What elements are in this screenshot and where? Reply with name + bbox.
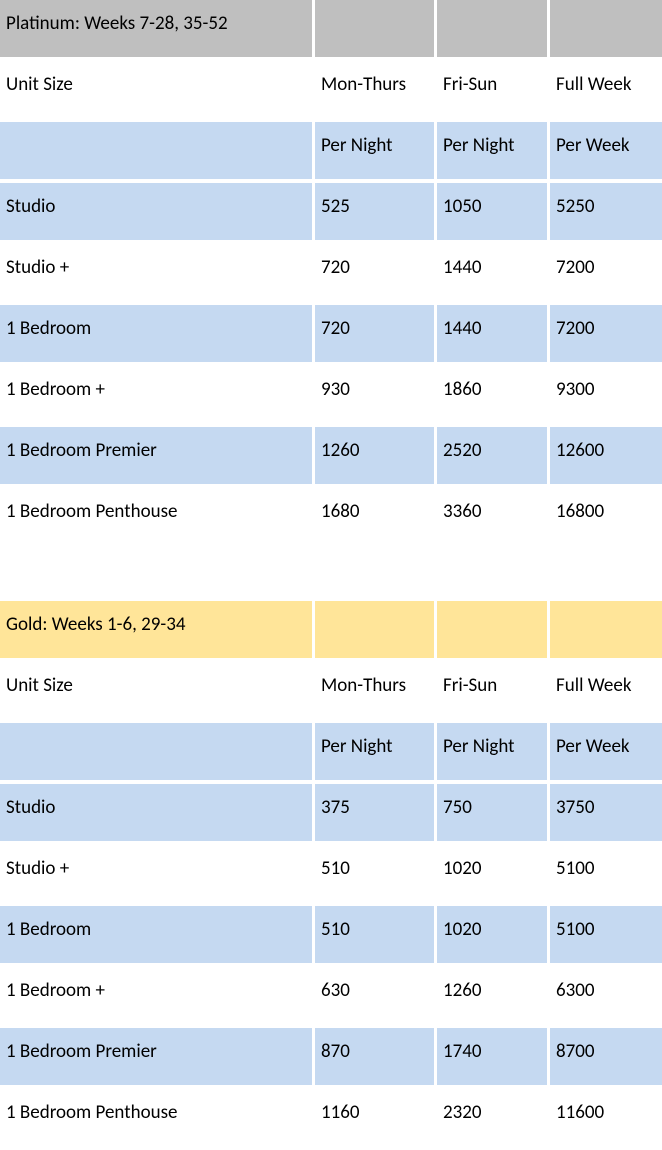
unit-cell: 1 Bedroom [0, 305, 315, 366]
gold-title: Gold: Weeks 1-6, 29-34 [0, 601, 315, 662]
mt-cell: 930 [315, 366, 437, 427]
table-row: 1 Bedroom + 630 1260 6300 [0, 967, 662, 1028]
mt-cell: 1160 [315, 1089, 437, 1150]
table-row: 1 Bedroom + 930 1860 9300 [0, 366, 662, 427]
table-row: 1 Bedroom 720 1440 7200 [0, 305, 662, 366]
unit-cell: Studio + [0, 244, 315, 305]
mt-cell: 630 [315, 967, 437, 1028]
fw-cell: 6300 [550, 967, 662, 1028]
table-row: 1 Bedroom Penthouse 1160 2320 11600 [0, 1089, 662, 1150]
table-row: 1 Bedroom Premier 1260 2520 12600 [0, 427, 662, 488]
empty-cell [0, 549, 315, 601]
empty-cell [0, 122, 315, 183]
fw-cell: 11600 [550, 1089, 662, 1150]
fs-cell: 2320 [437, 1089, 550, 1150]
sub-per-week: Per Week [550, 122, 662, 183]
table-row: Studio + 720 1440 7200 [0, 244, 662, 305]
unit-cell: 1 Bedroom + [0, 967, 315, 1028]
unit-cell: 1 Bedroom + [0, 366, 315, 427]
fw-cell: 5250 [550, 183, 662, 244]
empty-cell [550, 549, 662, 601]
fs-cell: 3360 [437, 488, 550, 549]
mt-cell: 525 [315, 183, 437, 244]
fw-cell: 3750 [550, 784, 662, 845]
fw-cell: 7200 [550, 244, 662, 305]
mt-cell: 375 [315, 784, 437, 845]
fw-cell: 16800 [550, 488, 662, 549]
fw-cell: 8700 [550, 1028, 662, 1089]
empty-cell [550, 601, 662, 662]
column-header-row: Unit Size Mon-Thurs Fri-Sun Full Week [0, 662, 662, 723]
empty-cell [437, 0, 550, 61]
unit-cell: 1 Bedroom Premier [0, 1028, 315, 1089]
unit-cell: 1 Bedroom [0, 906, 315, 967]
col-mon-thurs: Mon-Thurs [315, 61, 437, 122]
empty-cell [0, 723, 315, 784]
fs-cell: 1050 [437, 183, 550, 244]
mt-cell: 510 [315, 906, 437, 967]
fw-cell: 12600 [550, 427, 662, 488]
fw-cell: 5100 [550, 906, 662, 967]
table-row: 1 Bedroom Penthouse 1680 3360 16800 [0, 488, 662, 549]
col-unit-size: Unit Size [0, 61, 315, 122]
sub-header-row: Per Night Per Night Per Week [0, 122, 662, 183]
table-row: Studio 525 1050 5250 [0, 183, 662, 244]
unit-cell: 1 Bedroom Penthouse [0, 488, 315, 549]
sub-per-night: Per Night [315, 122, 437, 183]
platinum-header-row: Platinum: Weeks 7-28, 35-52 [0, 0, 662, 61]
fs-cell: 1440 [437, 305, 550, 366]
col-full-week: Full Week [550, 61, 662, 122]
empty-cell [437, 601, 550, 662]
fs-cell: 1020 [437, 845, 550, 906]
table-row: Studio 375 750 3750 [0, 784, 662, 845]
sub-header-row: Per Night Per Night Per Week [0, 723, 662, 784]
platinum-title: Platinum: Weeks 7-28, 35-52 [0, 0, 315, 61]
gold-header-row: Gold: Weeks 1-6, 29-34 [0, 601, 662, 662]
mt-cell: 1680 [315, 488, 437, 549]
empty-cell [315, 549, 437, 601]
fs-cell: 1260 [437, 967, 550, 1028]
col-mon-thurs: Mon-Thurs [315, 662, 437, 723]
mt-cell: 720 [315, 244, 437, 305]
fw-cell: 7200 [550, 305, 662, 366]
spacer-row [0, 549, 662, 601]
fs-cell: 750 [437, 784, 550, 845]
col-full-week: Full Week [550, 662, 662, 723]
mt-cell: 720 [315, 305, 437, 366]
sub-per-week: Per Week [550, 723, 662, 784]
empty-cell [550, 0, 662, 61]
table-row: 1 Bedroom Premier 870 1740 8700 [0, 1028, 662, 1089]
fw-cell: 5100 [550, 845, 662, 906]
table-row: 1 Bedroom 510 1020 5100 [0, 906, 662, 967]
mt-cell: 1260 [315, 427, 437, 488]
sub-per-night: Per Night [315, 723, 437, 784]
fs-cell: 1440 [437, 244, 550, 305]
column-header-row: Unit Size Mon-Thurs Fri-Sun Full Week [0, 61, 662, 122]
col-fri-sun: Fri-Sun [437, 61, 550, 122]
unit-cell: 1 Bedroom Premier [0, 427, 315, 488]
empty-cell [437, 549, 550, 601]
mt-cell: 510 [315, 845, 437, 906]
sub-per-night: Per Night [437, 122, 550, 183]
sub-per-night: Per Night [437, 723, 550, 784]
table-row: Studio + 510 1020 5100 [0, 845, 662, 906]
fs-cell: 1860 [437, 366, 550, 427]
unit-cell: Studio + [0, 845, 315, 906]
unit-cell: Studio [0, 784, 315, 845]
fs-cell: 1740 [437, 1028, 550, 1089]
unit-cell: 1 Bedroom Penthouse [0, 1089, 315, 1150]
col-fri-sun: Fri-Sun [437, 662, 550, 723]
col-unit-size: Unit Size [0, 662, 315, 723]
mt-cell: 870 [315, 1028, 437, 1089]
fs-cell: 2520 [437, 427, 550, 488]
unit-cell: Studio [0, 183, 315, 244]
empty-cell [315, 0, 437, 61]
pricing-table: Platinum: Weeks 7-28, 35-52 Unit Size Mo… [0, 0, 662, 1150]
empty-cell [315, 601, 437, 662]
fs-cell: 1020 [437, 906, 550, 967]
fw-cell: 9300 [550, 366, 662, 427]
